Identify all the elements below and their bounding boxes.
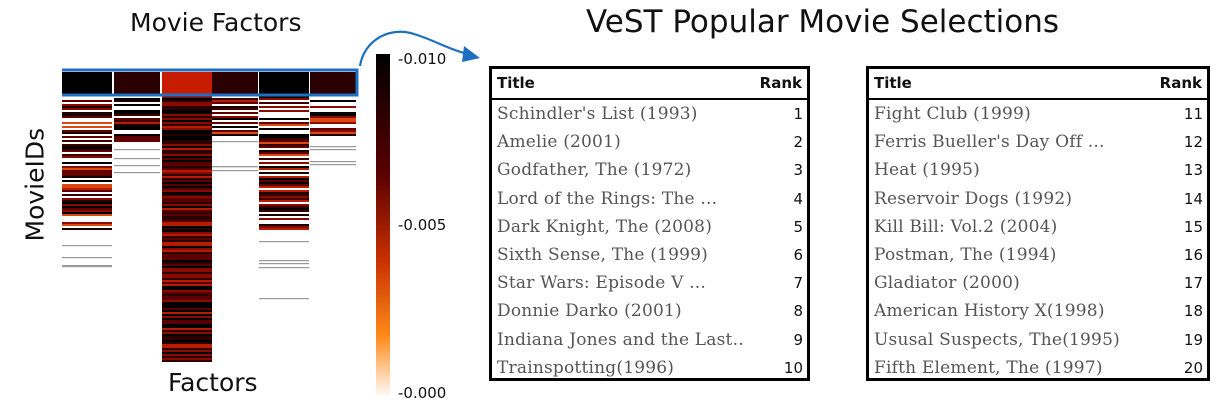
colorbar-tick-min: -0.000 — [398, 384, 447, 402]
table-row: Heat (1995) 13 — [869, 156, 1207, 184]
table-row: Schindler's List (1993) 1 — [492, 100, 807, 128]
selections-table-1: Title Rank Schindler's List (1993) 1 Ameli… — [489, 66, 810, 381]
colorbar-tick-mid: -0.005 — [398, 216, 447, 234]
movie-title: Sixth Sense, The (1999) — [497, 244, 708, 265]
movie-title: Schindler's List (1993) — [497, 104, 698, 124]
table-row: Gladiator (2000) 17 — [869, 269, 1207, 297]
movie-title: Ferris Bueller's Day Off ... — [874, 132, 1105, 153]
movie-rank: 8 — [793, 302, 803, 321]
table-row: Trainspotting(1996) 10 — [492, 354, 807, 382]
movie-title: Lord of the Rings: The ... — [497, 188, 718, 209]
movie-title: American History X(1998) — [874, 301, 1105, 322]
table-row: Dark Knight, The (2008) 5 — [492, 213, 807, 241]
movie-title: Reservoir Dogs (1992) — [874, 188, 1073, 209]
table-row: Ferris Bueller's Day Off ... 12 — [869, 128, 1207, 156]
top-rows-highlight — [62, 68, 359, 97]
table-row: Star Wars: Episode V ... 7 — [492, 269, 807, 297]
movie-rank: 1 — [793, 105, 803, 123]
movie-rank: 18 — [1183, 302, 1203, 321]
movie-title: Godfather, The (1972) — [497, 160, 692, 181]
colorbar — [376, 54, 390, 398]
table-row: American History X(1998) 18 — [869, 297, 1207, 325]
table-row: Godfather, The (1972) 3 — [492, 156, 807, 184]
rank-column-header: Rank — [1159, 74, 1202, 92]
movie-factor-heatmap — [62, 68, 359, 362]
table-row: Fifth Element, The (1997) 20 — [869, 354, 1207, 382]
movie-rank: 5 — [793, 217, 803, 236]
movie-rank: 10 — [783, 358, 803, 377]
movie-title: Dark Knight, The (2008) — [497, 216, 713, 237]
movie-title: Fifth Element, The (1997) — [874, 357, 1103, 378]
table-header: Title Rank — [869, 69, 1207, 100]
movie-rank: 2 — [793, 133, 803, 152]
movie-rank: 3 — [793, 161, 803, 180]
movie-rank: 13 — [1183, 161, 1203, 180]
movie-rank: 14 — [1183, 189, 1203, 208]
table-row: Lord of the Rings: The ... 4 — [492, 185, 807, 213]
table-row: Indiana Jones and the Last.. 9 — [492, 326, 807, 354]
movie-title: Heat (1995) — [874, 160, 980, 181]
movie-title: Ususal Suspects, The(1995) — [874, 329, 1120, 350]
rank-column-header: Rank — [759, 74, 802, 92]
movie-rank: 6 — [793, 245, 803, 264]
selections-title: VeST Popular Movie Selections — [586, 4, 1060, 40]
table-row: Ususal Suspects, The(1995) 19 — [869, 326, 1207, 354]
movie-rank: 11 — [1183, 105, 1203, 123]
movie-rank: 9 — [793, 330, 803, 349]
table-row: Postman, The (1994) 16 — [869, 241, 1207, 269]
movie-rank: 16 — [1183, 245, 1203, 264]
title-column-header: Title — [497, 74, 535, 92]
y-axis-label: MovieIDs — [20, 127, 50, 242]
movie-title: Gladiator (2000) — [874, 273, 1020, 294]
table-row: Kill Bill: Vol.2 (2004) 15 — [869, 213, 1207, 241]
movie-rank: 15 — [1183, 217, 1203, 236]
table-row: Amelie (2001) 2 — [492, 128, 807, 156]
heatmap-title: Movie Factors — [130, 8, 302, 37]
movie-rank: 4 — [793, 189, 803, 208]
movie-rank: 20 — [1183, 358, 1203, 377]
x-axis-label: Factors — [168, 368, 258, 397]
table-row: Sixth Sense, The (1999) 6 — [492, 241, 807, 269]
movie-title: Fight Club (1999) — [874, 104, 1031, 124]
movie-title: Trainspotting(1996) — [497, 357, 675, 378]
selections-table-2: Title Rank Fight Club (1999) 11 Ferris Bue… — [866, 66, 1210, 381]
movie-title: Kill Bill: Vol.2 (2004) — [874, 216, 1058, 237]
movie-rank: 7 — [793, 274, 803, 293]
highlight-arrow — [358, 30, 480, 67]
title-column-header: Title — [874, 74, 912, 92]
movie-title: Postman, The (1994) — [874, 244, 1057, 265]
table-row: Donnie Darko (2001) 8 — [492, 297, 807, 325]
colorbar-tick-max: -0.010 — [398, 50, 447, 68]
movie-rank: 17 — [1183, 274, 1203, 293]
movie-title: Donnie Darko (2001) — [497, 301, 682, 322]
table-row: Fight Club (1999) 11 — [869, 100, 1207, 128]
movie-rank: 12 — [1183, 133, 1203, 152]
movie-title: Amelie (2001) — [497, 132, 621, 153]
table-header: Title Rank — [492, 69, 807, 100]
table-row: Reservoir Dogs (1992) 14 — [869, 185, 1207, 213]
movie-rank: 19 — [1183, 330, 1203, 349]
movie-title: Indiana Jones and the Last.. — [497, 329, 744, 350]
movie-title: Star Wars: Episode V ... — [497, 273, 706, 294]
